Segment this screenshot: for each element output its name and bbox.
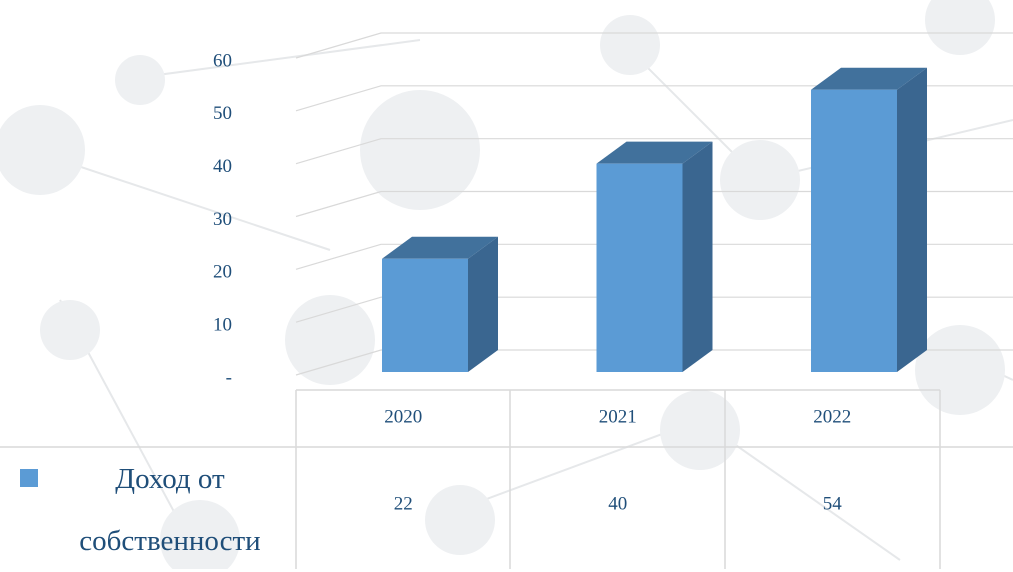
table-value: 40 — [608, 493, 627, 514]
bar-side — [897, 67, 927, 372]
bar-side — [682, 141, 713, 372]
y-tick-label: 10 — [213, 315, 232, 336]
table-value: 22 — [394, 493, 413, 514]
bar — [382, 258, 468, 372]
x-tick-label: 2021 — [599, 406, 637, 427]
grid-line — [295, 349, 1013, 376]
bar — [596, 163, 683, 372]
y-tick-label: 40 — [213, 156, 232, 177]
y-tick-label: 60 — [213, 50, 232, 71]
y-tick-label: 50 — [213, 103, 232, 124]
grid-line — [295, 32, 1013, 59]
bar-top — [382, 236, 498, 259]
grid-line — [295, 85, 1013, 112]
y-tick-label: 20 — [213, 262, 232, 283]
bar-top — [811, 67, 927, 90]
grid-line — [295, 138, 1013, 165]
y-tick-label: 30 — [213, 209, 232, 230]
legend-label: Доход от собственности — [79, 463, 261, 557]
x-tick-label: 2020 — [384, 406, 422, 427]
bar — [811, 89, 897, 372]
legend-swatch — [20, 469, 38, 487]
bar-top — [596, 141, 713, 164]
grid-line — [295, 190, 1013, 218]
x-tick-label: 2022 — [813, 406, 851, 427]
grid-line — [295, 243, 1013, 270]
grid-line — [295, 296, 1013, 323]
y-tick-label: - — [226, 367, 232, 388]
bar-side — [468, 236, 498, 372]
table-value: 54 — [823, 493, 843, 514]
data-table — [0, 389, 1013, 569]
